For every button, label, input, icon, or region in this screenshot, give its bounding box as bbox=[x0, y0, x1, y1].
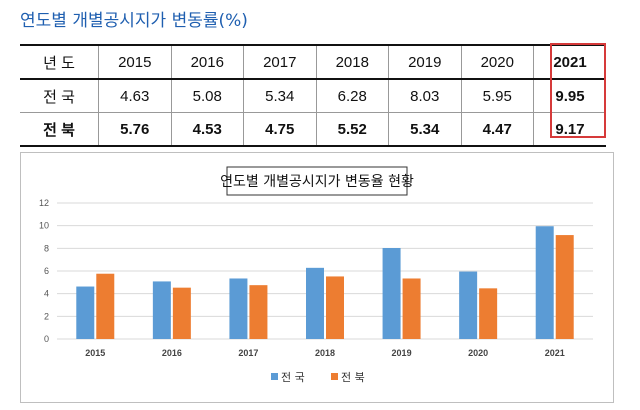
year-header: 2019 bbox=[388, 44, 462, 80]
x-tick-label: 2017 bbox=[238, 348, 258, 358]
table-row: 전 국 4.63 5.08 5.34 6.28 8.03 5.95 9.95 bbox=[20, 79, 606, 113]
data-table: 년 도 2015 2016 2017 2018 2019 2020 2021 전… bbox=[20, 44, 606, 147]
legend-label: 전 국 bbox=[281, 371, 305, 384]
year-header: 2016 bbox=[171, 44, 244, 80]
year-header: 2018 bbox=[316, 44, 389, 80]
y-tick-label: 0 bbox=[44, 334, 49, 344]
bar bbox=[172, 287, 191, 339]
row-label: 전 북 bbox=[20, 112, 99, 147]
y-tick-label: 12 bbox=[39, 198, 49, 208]
legend-swatch bbox=[271, 373, 278, 380]
bar bbox=[76, 286, 95, 339]
y-tick-label: 2 bbox=[44, 311, 49, 321]
bar bbox=[535, 226, 554, 339]
x-tick-label: 2018 bbox=[315, 348, 335, 358]
x-tick-label: 2020 bbox=[468, 348, 488, 358]
table-cell: 5.34 bbox=[388, 112, 462, 147]
x-tick-label: 2015 bbox=[85, 348, 105, 358]
bar bbox=[382, 247, 401, 339]
table-cell: 9.17 bbox=[533, 112, 606, 147]
table-cell: 5.52 bbox=[316, 112, 389, 147]
bar bbox=[459, 271, 478, 339]
x-tick-label: 2021 bbox=[545, 348, 565, 358]
x-tick-label: 2016 bbox=[162, 348, 182, 358]
table-row: 전 북 5.76 4.53 4.75 5.52 5.34 4.47 9.17 bbox=[20, 112, 606, 147]
bar bbox=[555, 235, 574, 339]
bar bbox=[402, 278, 421, 339]
table-header-row: 년 도 2015 2016 2017 2018 2019 2020 2021 bbox=[20, 44, 606, 80]
year-header: 2015 bbox=[98, 44, 172, 80]
year-header: 2020 bbox=[461, 44, 534, 80]
legend-label: 전 북 bbox=[341, 371, 365, 384]
table-cell: 4.63 bbox=[98, 79, 172, 113]
chart-frame: 연도별 개별공시지가 변동율 현황 0 2 4 6 8 10 12 2015 2016 2017 20… bbox=[20, 152, 614, 403]
table-cell: 5.34 bbox=[243, 79, 317, 113]
bar bbox=[229, 278, 248, 339]
bar bbox=[152, 281, 171, 339]
x-tick-label: 2019 bbox=[392, 348, 412, 358]
table-cell: 9.95 bbox=[533, 79, 606, 113]
row-label: 전 국 bbox=[20, 79, 99, 113]
bar-chart: 연도별 개별공시지가 변동율 현황 0 2 4 6 8 10 12 2015 2016 2017 20… bbox=[39, 166, 593, 384]
table-cell: 6.28 bbox=[316, 79, 389, 113]
bar bbox=[249, 285, 268, 339]
bar bbox=[96, 273, 115, 339]
chart-title-box bbox=[226, 166, 408, 196]
legend-swatch bbox=[331, 373, 338, 380]
table-cell: 4.53 bbox=[171, 112, 244, 147]
year-header: 2017 bbox=[243, 44, 317, 80]
page-title: 연도별 개별공시지가 변동률(%) bbox=[20, 11, 248, 31]
y-tick-label: 10 bbox=[39, 221, 49, 231]
y-tick-label: 8 bbox=[44, 243, 49, 253]
header-label: 년 도 bbox=[20, 44, 99, 80]
y-tick-label: 6 bbox=[44, 266, 49, 276]
y-tick-label: 4 bbox=[44, 289, 49, 299]
table-cell: 5.76 bbox=[98, 112, 172, 147]
table-cell: 4.47 bbox=[461, 112, 534, 147]
year-header: 2021 bbox=[533, 44, 606, 80]
table-cell: 8.03 bbox=[388, 79, 462, 113]
table-cell: 5.08 bbox=[171, 79, 244, 113]
bar bbox=[306, 267, 324, 339]
bar bbox=[479, 288, 498, 339]
bar bbox=[326, 276, 344, 339]
table-cell: 4.75 bbox=[243, 112, 317, 147]
table-cell: 5.95 bbox=[461, 79, 534, 113]
chart-title: 연도별 개별공시지가 변동율 현황 bbox=[220, 174, 414, 190]
